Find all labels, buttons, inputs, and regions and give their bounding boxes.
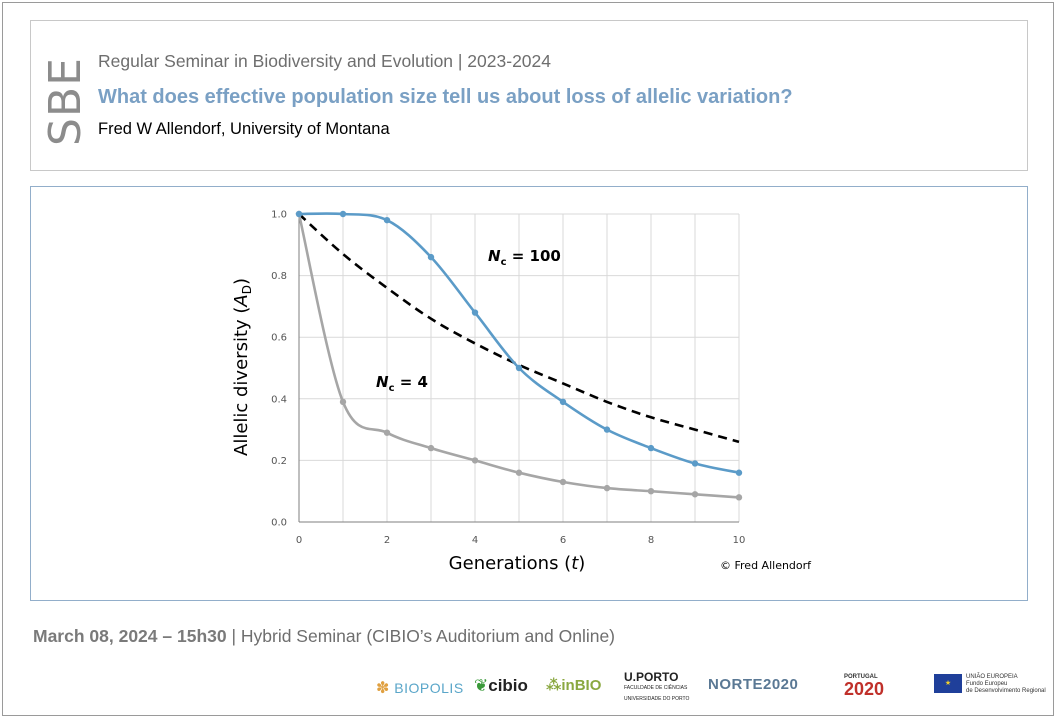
data-point-nc-4-t2 bbox=[383, 429, 391, 436]
x-axis-label: Generations (t) bbox=[449, 553, 586, 574]
series-line-nc-4 bbox=[297, 213, 740, 499]
data-point-nc-4-t4 bbox=[471, 457, 479, 464]
header-box bbox=[30, 20, 1028, 171]
data-point-nc-100-t1 bbox=[339, 210, 347, 218]
x-axis-label-var: t bbox=[571, 553, 579, 574]
inbio-logo: ⁂inBIO bbox=[546, 677, 602, 694]
y-axis-label-main: Allelic diversity ( bbox=[231, 307, 252, 456]
y-axis-label: Allelic diversity (AD) bbox=[231, 278, 254, 456]
data-point-nc-4-t5 bbox=[515, 469, 523, 476]
biopolis-flower-icon: ✽ bbox=[376, 680, 390, 697]
seminar-format: | Hybrid Seminar (CIBIO’s Auditorium and… bbox=[226, 626, 616, 646]
eu-feder-logo: ★UNIÃO EUROPEIA Fundo Europeu de Desenvolv… bbox=[934, 674, 1046, 695]
data-point-nc-4-t6 bbox=[559, 478, 567, 486]
data-point-nc-100-t2 bbox=[383, 216, 391, 224]
chart-grid bbox=[299, 213, 740, 522]
chart-axes bbox=[298, 214, 739, 523]
data-point-nc-4-t9 bbox=[691, 491, 699, 498]
y-axis-label-close: ) bbox=[231, 278, 252, 285]
speaker-line: Fred W Allendorf, University of Montana bbox=[98, 120, 390, 138]
series-label-nc-4: Nc = 4 bbox=[376, 373, 428, 394]
data-point-nc-100-t3 bbox=[427, 253, 435, 261]
data-point-nc-100-t7 bbox=[603, 426, 611, 433]
data-point-nc-100-t6 bbox=[559, 398, 567, 406]
y-tick-label: 0.2 bbox=[271, 456, 287, 467]
seminar-series-line: Regular Seminar in Biodiversity and Evol… bbox=[98, 51, 552, 71]
series-line-dashed bbox=[298, 213, 740, 444]
data-point-nc-100-t5 bbox=[515, 364, 523, 372]
data-point-nc-4-t3 bbox=[427, 444, 435, 452]
x-tick-label: 6 bbox=[560, 535, 566, 546]
data-point-nc-4-t1 bbox=[339, 398, 347, 406]
y-tick-labels: 0.0 0.2 0.4 0.6 0.8 1.0 bbox=[271, 210, 287, 529]
x-axis-label-close: ) bbox=[578, 553, 585, 574]
y-axis-label-var: A bbox=[231, 294, 252, 307]
y-tick-label: 0.6 bbox=[271, 333, 287, 344]
data-point-nc-4-t7 bbox=[603, 484, 611, 492]
data-point-nc-100-t4 bbox=[471, 309, 479, 316]
data-point-nc-100-t8 bbox=[647, 444, 655, 452]
talk-title: What does effective population size tell… bbox=[98, 86, 793, 108]
biopolis-logo: ✽ BIOPOLIS bbox=[376, 680, 464, 697]
chart-box bbox=[30, 186, 1028, 601]
uporto-logo: U.PORTO FACULDADE DE CIÊNCIAS UNIVERSIDA… bbox=[624, 670, 690, 702]
x-axis-label-main: Generations ( bbox=[449, 553, 572, 574]
chart-series bbox=[295, 210, 743, 501]
series-nc-100 bbox=[295, 210, 743, 476]
x-tick-label: 2 bbox=[384, 535, 390, 546]
data-point-nc-4-t8 bbox=[647, 488, 655, 495]
eu-flag-icon: ★ bbox=[934, 674, 962, 693]
data-point-nc-100-t0 bbox=[295, 210, 303, 218]
y-tick-label: 0.4 bbox=[271, 394, 287, 405]
cibio-logo: ❦cibio bbox=[474, 676, 528, 695]
y-tick-label: 1.0 bbox=[271, 210, 287, 221]
portugal2020-logo: PORTUGAL 2020 bbox=[844, 674, 885, 699]
data-point-nc-4-t10 bbox=[735, 494, 743, 501]
y-tick-label: 0.0 bbox=[271, 518, 287, 529]
norte2020-logo: NORTE2020 bbox=[708, 676, 799, 693]
seminar-date-time: March 08, 2024 – 15h30 bbox=[33, 626, 227, 646]
y-axis-label-sub: D bbox=[240, 285, 254, 294]
y-tick-label: 0.8 bbox=[271, 271, 287, 282]
data-point-nc-100-t10 bbox=[735, 469, 743, 476]
x-tick-label: 8 bbox=[648, 535, 654, 546]
x-tick-label: 10 bbox=[733, 535, 746, 546]
cibio-leaf-icon: ❦ bbox=[474, 676, 489, 695]
series-nc-4 bbox=[295, 210, 743, 501]
inbio-tree-icon: ⁂ bbox=[546, 677, 562, 694]
copyright-note: © Fred Allendorf bbox=[720, 559, 812, 572]
series-label-nc-100: Nc = 100 bbox=[488, 247, 561, 268]
partner-logos: ✽ BIOPOLIS ❦cibio ⁂inBIO U.PORTO FACULDA… bbox=[376, 670, 1046, 706]
x-tick-label: 4 bbox=[472, 535, 478, 546]
footer-line: March 08, 2024 – 15h30 | Hybrid Seminar … bbox=[33, 626, 615, 647]
x-tick-labels: 0 2 4 6 8 10 bbox=[296, 535, 746, 546]
x-tick-label: 0 bbox=[296, 535, 302, 546]
data-point-nc-100-t9 bbox=[691, 460, 699, 467]
series-series-2 bbox=[298, 213, 740, 444]
